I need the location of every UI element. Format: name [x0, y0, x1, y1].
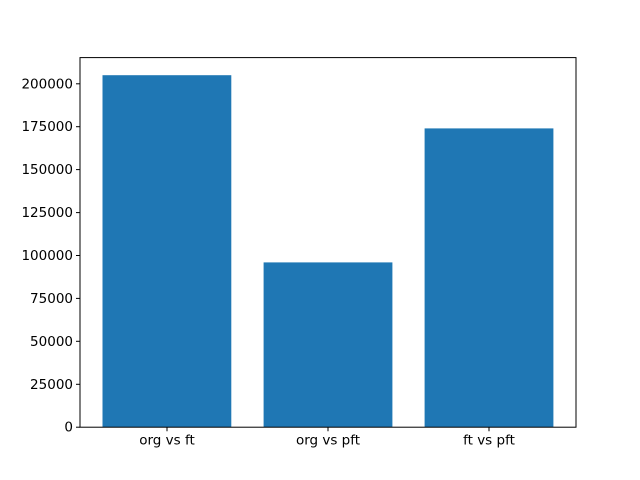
bar-ft-vs-pft — [424, 128, 554, 428]
y-tick-label: 100000 — [21, 248, 73, 264]
y-tick-label: 75000 — [30, 291, 73, 307]
y-tick-label: 50000 — [30, 334, 73, 350]
y-tick-label: 0 — [64, 420, 73, 436]
y-tick-label: 200000 — [21, 76, 73, 92]
y-tick-label: 25000 — [30, 377, 73, 393]
y-tick-label: 150000 — [21, 162, 73, 178]
x-tick-label: ft vs pft — [463, 433, 515, 449]
x-tick-label: org vs ft — [139, 433, 195, 449]
y-tick-label: 125000 — [21, 205, 73, 221]
bar-org-vs-pft — [263, 262, 393, 428]
y-tick-label: 175000 — [21, 119, 73, 135]
x-tick-label: org vs pft — [296, 433, 360, 449]
bar-org-vs-ft — [102, 75, 232, 428]
